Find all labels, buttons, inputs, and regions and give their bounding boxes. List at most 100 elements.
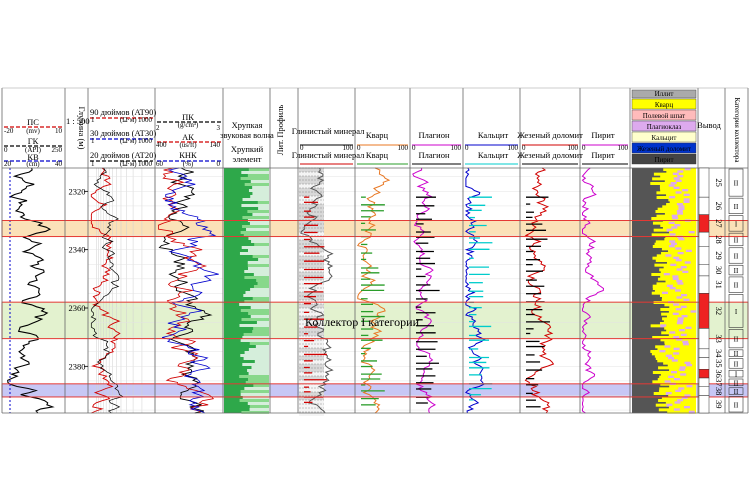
brittleness-segment [249,408,269,411]
mineral-curve-3 [464,167,486,414]
ak-max: 140 [210,141,221,149]
profile-cell [299,360,324,364]
layer-cell [698,231,710,248]
category-label: II [734,267,739,275]
brittleness-segment [247,174,269,177]
brittleness-segment [248,189,269,192]
lithology-quartz [655,240,696,244]
brittleness-segment [257,282,269,285]
brittleness-segment [242,396,269,399]
lithology-feldspar [668,184,675,188]
knk-min: 60 [156,160,164,168]
lithology-quartz [664,326,696,330]
lithology-feldspar [683,406,690,409]
lithology-feldspar [677,252,684,255]
res-unit-20: (Ω·м) [120,160,137,168]
log-curves [7,167,696,414]
brittleness-segment [244,183,269,186]
mineral-label-plagio-2: Плагион [419,150,450,160]
lithology-feldspar [671,226,678,230]
lithology-quartz [656,196,696,199]
layer-number: 38 [714,387,724,396]
brittleness-segment [252,330,269,333]
lithology-feldspar [678,205,685,209]
layer-number: 34 [714,349,724,358]
profile-cell [299,372,324,376]
ps-max: 10 [55,127,63,135]
res-min-20: 1 [91,160,95,168]
lithology-feldspar [683,198,690,202]
ak-unit: (us/ft) [179,141,197,149]
lithology-quartz [664,343,696,346]
lithology-feldspar [673,408,680,412]
lithology-feldspar [666,403,673,407]
pk-label: ПК [182,112,194,122]
layer-number: 32 [714,307,724,316]
category-label: I [735,371,738,379]
brittleness-segment [241,204,269,207]
depth-tick-label: 2340 [69,245,86,255]
lithology-feldspar [676,210,683,213]
lithology-feldspar [673,352,680,356]
lithology-feldspar [667,357,674,360]
layer-cell [698,214,710,233]
profile-cell [299,172,324,176]
brittleness-segment [248,237,269,240]
lithology-feldspar [670,371,677,374]
lithology-feldspar [684,394,691,398]
lithology-feldspar [671,214,678,218]
lithology-feldspar [659,350,666,353]
lithology-feldspar [677,212,684,216]
category-cell [728,369,744,378]
legend-swatch-3 [631,120,697,132]
profile-cell [299,288,324,292]
profile-cell [299,364,324,368]
lithology-feldspar [669,196,676,199]
lithology-feldspar [675,179,682,183]
lithology-quartz [660,189,696,192]
lithology-feldspar [686,385,693,388]
brittleness-segment [244,270,269,273]
lithology-feldspar [676,235,683,239]
brittleness-segment [245,291,269,294]
lithology-feldspar [678,207,685,211]
lithology-quartz [668,406,696,409]
reservoir-annotation: Коллектор I категории [305,315,420,329]
lithology-feldspar [676,338,683,342]
lithology-quartz [655,210,696,213]
brittleness-segment [242,198,269,201]
profile-cell [299,204,324,208]
lithology-feldspar [681,315,688,318]
lithology-feldspar [676,322,683,325]
pk-min: 2 [156,124,160,132]
brittleness-segment [252,213,269,216]
lithology-quartz [667,410,696,414]
mineral-max: 100 [398,144,409,152]
lithology-feldspar [683,200,690,204]
brittleness-segment [244,300,269,303]
layer-number: 35 [714,359,724,368]
mineral-label-calcite-2: Кальцит [478,150,509,160]
gk-curve [7,167,55,414]
legend-label-6: Пирит [654,156,673,164]
lithology-feldspar [668,375,675,379]
brittleness-segment [243,234,269,237]
lithology-legend: Иллит Кварц Полевой шпат Плагиоклаз Кальцит Ж… [631,89,697,165]
pk-max: 3 [217,124,221,132]
mineral-max: 100 [343,144,354,152]
knk-max: 0 [217,160,221,168]
legend-label-1: Кварц [655,101,673,109]
lithology-feldspar [661,291,668,295]
lithology-quartz [658,399,696,402]
res-min-30: 1 [91,137,95,145]
lithology-feldspar [664,380,671,384]
profile-cell [299,196,324,200]
track1-header: ПС (mv) -20 10 ГК (API) 0 250 КВ (cm) 20… [4,117,63,168]
category-label: I [735,220,738,228]
lithology-feldspar [672,275,679,279]
brittleness-segment [252,186,269,189]
brittleness-segment [240,231,269,234]
profile-cell [299,244,324,248]
brittleness-segment [240,309,269,312]
ps-min: -20 [4,127,14,135]
